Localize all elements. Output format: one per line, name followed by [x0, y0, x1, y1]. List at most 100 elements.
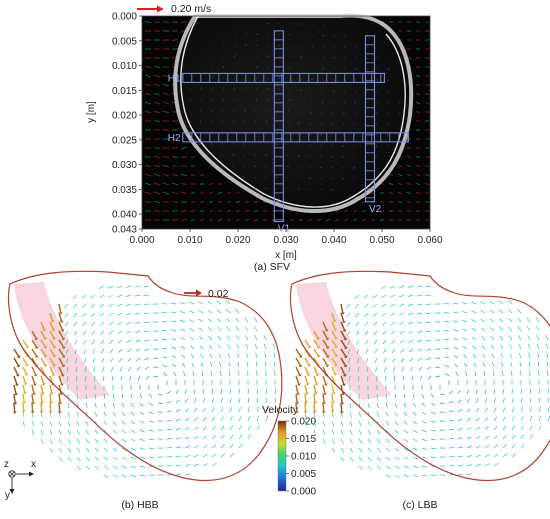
piv-vector — [171, 156, 179, 158]
panel-b-hbb: 0.02 (b) HBB — [7, 270, 283, 511]
cfd-vector — [482, 353, 486, 359]
cfd-vector — [474, 371, 477, 377]
cfd-vector — [527, 343, 531, 350]
cfd-vector — [108, 330, 114, 335]
cfd-vector — [229, 370, 231, 377]
cfd-vector — [392, 357, 396, 363]
cfd-vector — [322, 402, 325, 412]
piv-vector — [415, 111, 421, 113]
piv-vector — [335, 209, 339, 213]
cfd-vector — [439, 393, 445, 396]
piv-vector — [253, 219, 259, 221]
cfd-vector — [139, 411, 145, 416]
cfd-vector-head — [324, 328, 329, 332]
cfd-vector — [202, 398, 206, 404]
cfd-vector — [304, 393, 307, 402]
piv-vector — [330, 144, 334, 147]
cfd-vector — [358, 447, 363, 453]
cfd-vector — [412, 447, 418, 451]
cfd-vector — [228, 361, 231, 368]
cfd-vector — [265, 415, 269, 422]
cfd-vector — [400, 348, 405, 353]
jet-region — [296, 282, 392, 400]
cfd-vector — [340, 312, 345, 322]
cfd-vector — [22, 339, 28, 347]
cfd-vector — [148, 438, 154, 441]
cfd-vector — [357, 357, 360, 364]
cfd-vector — [94, 411, 98, 417]
piv-vector — [264, 176, 268, 179]
piv-vector — [319, 177, 323, 180]
cfd-vector — [471, 310, 477, 314]
cfd-vector-head — [331, 391, 336, 395]
cfd-vector — [76, 393, 78, 400]
piv-vector — [415, 156, 421, 158]
piv-vector — [222, 65, 225, 69]
cfd-vector — [358, 429, 362, 435]
piv-vector — [415, 102, 421, 104]
cfd-vector — [498, 300, 504, 305]
piv-vector — [277, 23, 281, 25]
colorbar-gradient — [277, 420, 287, 492]
cfd-vector-head — [305, 382, 310, 386]
piv-vector — [343, 34, 347, 37]
cfd-vector — [117, 321, 123, 325]
cfd-vector — [101, 357, 105, 363]
piv-vector — [288, 88, 292, 91]
piv-vector — [144, 66, 152, 68]
piv-vector — [171, 39, 179, 41]
piv-vector — [370, 210, 376, 212]
cfd-vector — [49, 447, 54, 454]
cfd-vector — [452, 302, 459, 305]
cfd-vector — [457, 437, 463, 440]
cfd-vector — [247, 388, 249, 395]
piv-vector — [362, 209, 366, 213]
cfd-vector-head — [298, 354, 303, 358]
piv-vector — [308, 122, 312, 125]
cfd-vector — [184, 464, 191, 467]
line-band — [182, 132, 409, 143]
cfd-vector — [518, 352, 522, 359]
piv-vector — [354, 67, 357, 71]
cfd-vector — [190, 345, 195, 350]
piv-vector — [153, 30, 161, 32]
cfd-vector — [403, 420, 408, 425]
piv-vector — [180, 192, 188, 194]
cfd-vector — [322, 357, 328, 366]
cfd-vector — [545, 334, 549, 341]
cfd-vector — [518, 344, 522, 350]
piv-vector — [388, 174, 394, 176]
cfd-vector — [85, 429, 90, 435]
piv-vector — [171, 48, 179, 50]
cfd-vector — [493, 416, 498, 422]
cfd-vector — [347, 339, 351, 345]
cfd-vector-head — [12, 402, 18, 405]
cfd-vector — [190, 353, 195, 359]
cfd-vector — [163, 372, 168, 377]
cfd-vector — [466, 427, 472, 431]
cfd-vector — [356, 348, 360, 354]
cfd-vector — [425, 321, 432, 324]
cfd-vector — [117, 303, 123, 307]
cfd-vector — [417, 339, 423, 343]
piv-vector — [221, 153, 224, 157]
cfd-vector — [313, 402, 316, 412]
cfd-vector — [457, 399, 462, 404]
piv-vector — [319, 166, 323, 169]
cfd-vector — [254, 343, 258, 350]
piv-vector — [344, 209, 348, 213]
cfd-vector — [184, 398, 189, 404]
cfd-vector — [481, 336, 486, 341]
cfd-vector — [198, 327, 204, 332]
piv-vector — [375, 155, 378, 159]
cfd-vector — [85, 438, 90, 444]
cfd-vector — [58, 429, 62, 436]
cfd-vector — [313, 330, 319, 339]
piv-vector — [171, 201, 179, 203]
cfd-vector — [76, 438, 81, 444]
cfd-vector — [64, 321, 69, 327]
cfd-vector — [452, 311, 459, 314]
cfd-vector — [340, 366, 346, 376]
cfd-vector — [313, 420, 316, 427]
cfd-vector — [180, 345, 186, 350]
